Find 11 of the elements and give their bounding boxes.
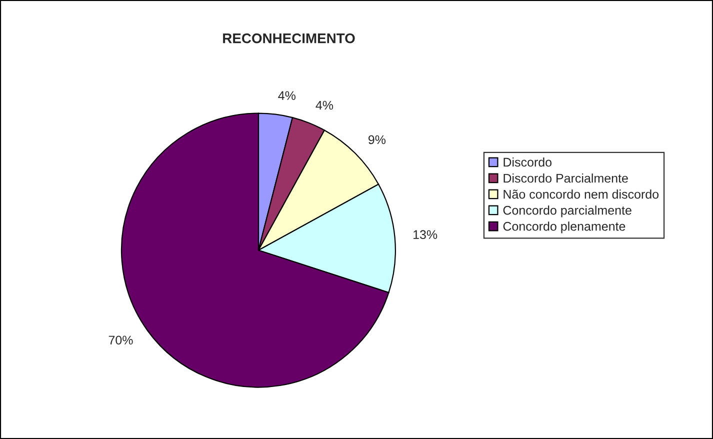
data-label: 4% (316, 100, 334, 110)
data-label: 70% (108, 336, 133, 345)
chart-title: RECONHECIMENTO (223, 33, 355, 44)
data-label: 4% (278, 91, 296, 100)
data-label: 13% (414, 230, 438, 240)
legend-label: Discordo Parcialmente (504, 174, 628, 183)
legend-label: Concordo plenamente (503, 222, 626, 234)
legend-label: Não concordo nem discordo (504, 190, 659, 199)
legend-label: Concordo parcialmente (503, 206, 632, 218)
legend-label: Discordo (504, 157, 552, 167)
data-label: 9% (368, 135, 386, 144)
